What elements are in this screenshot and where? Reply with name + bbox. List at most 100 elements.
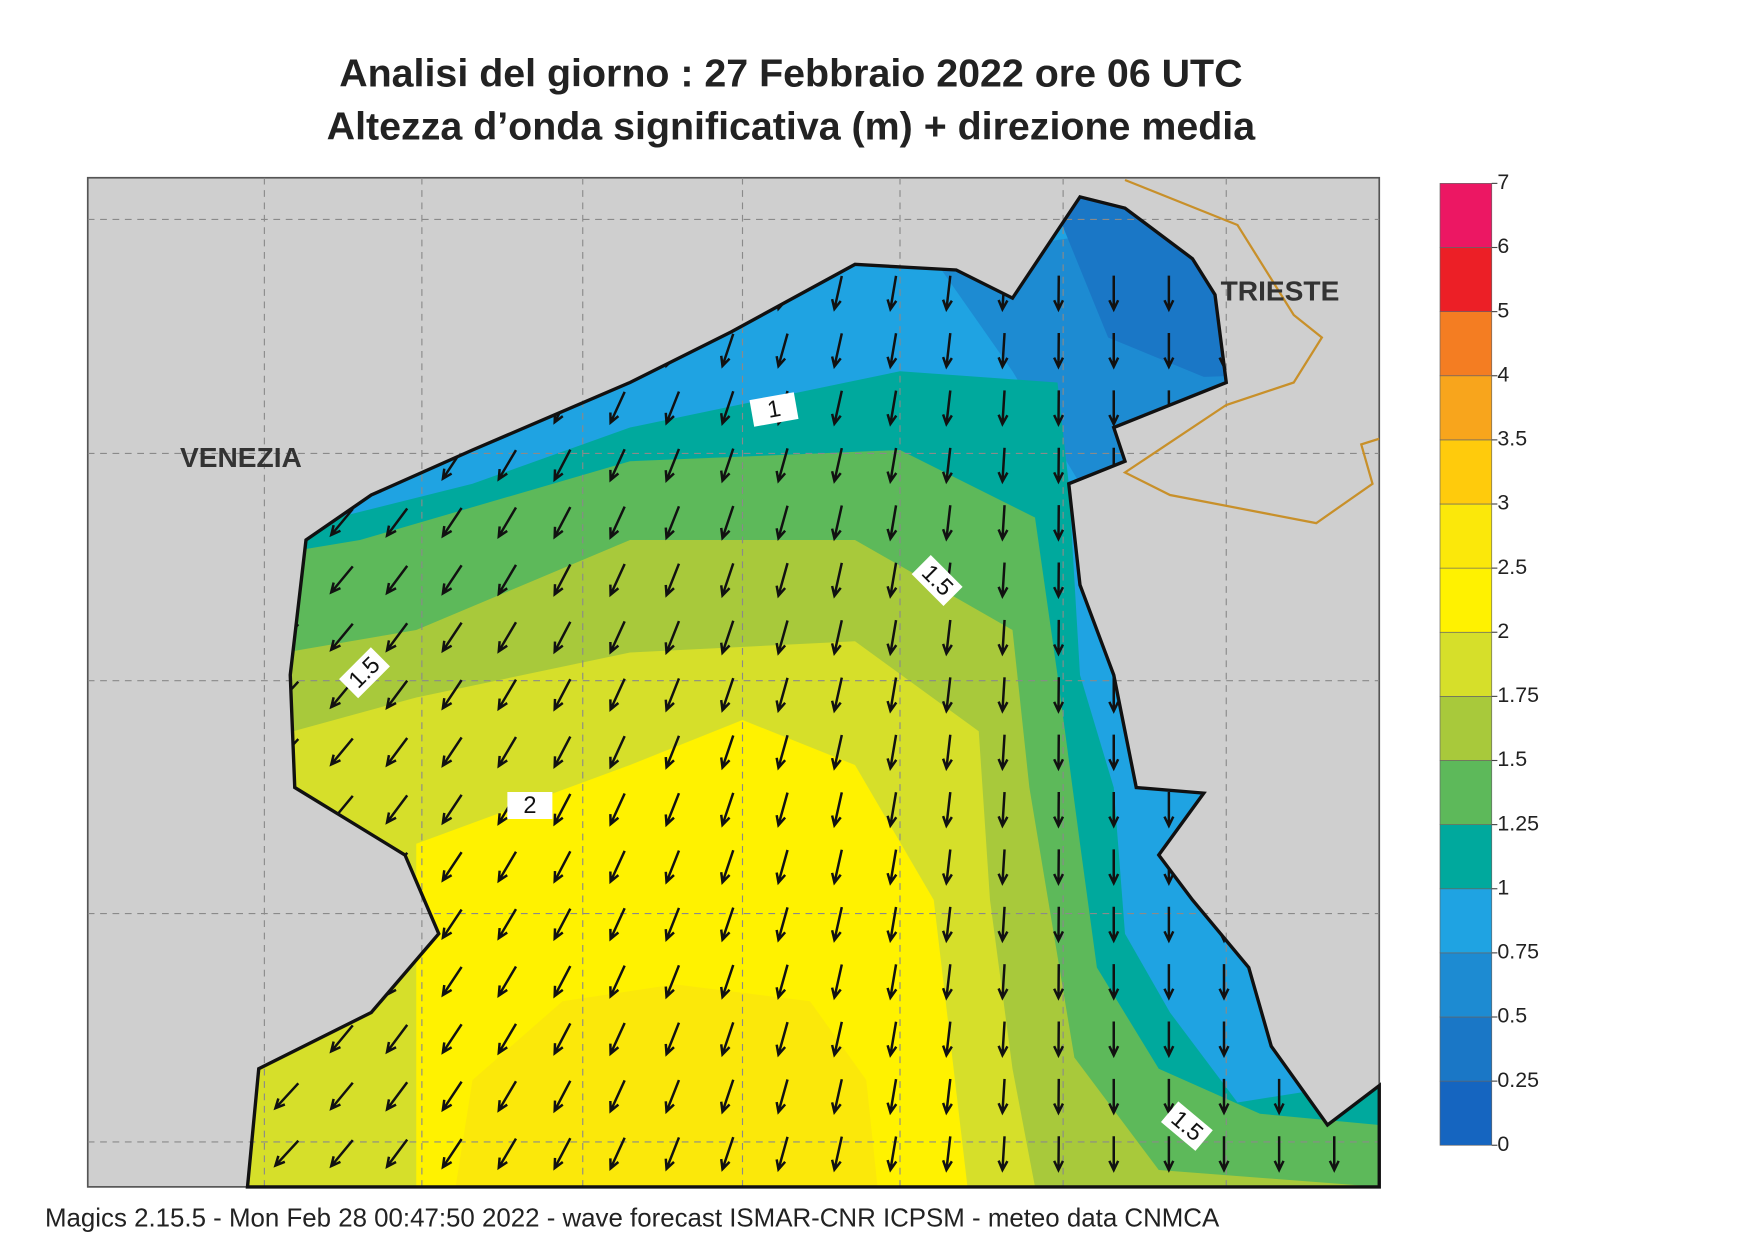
border [1122,178,1380,525]
arrow [775,1021,789,1058]
arrow [497,965,518,998]
colorbar-swatch [1439,760,1493,825]
arrow [1108,1021,1120,1059]
arrow [609,850,626,885]
arrow [664,505,681,541]
arrow [1053,332,1065,370]
arrow [886,505,898,542]
arrow [941,1136,953,1173]
arrow [497,1080,518,1113]
arrow [553,563,572,597]
arrow [664,620,681,656]
arrow [775,505,789,541]
arrow [1053,619,1065,657]
arrow [664,1136,681,1172]
arrow [497,1023,518,1056]
arrow [997,1021,1009,1059]
arrow [441,908,463,941]
arrow [1108,792,1120,829]
arrow [997,1136,1009,1173]
arrow [441,736,463,768]
arrow [886,1021,898,1058]
arrow [385,794,409,825]
arrow [329,1139,354,1169]
colorbar-label: 1.5 [1497,747,1527,771]
arrow [719,792,735,828]
arrow [329,1081,354,1111]
arrow [997,791,1009,829]
arrow [1163,1136,1175,1173]
contour-value: 2 [523,793,536,819]
arrow [1053,562,1065,600]
arrow [830,849,844,886]
arrow [664,850,681,885]
arrow [1328,1136,1340,1173]
arrow [1053,906,1065,944]
colorbar-swatch [1439,567,1493,633]
arrow [664,677,681,713]
arrow [941,505,953,542]
arrow [1108,1078,1120,1116]
label-box [749,392,799,427]
arrow [1108,964,1120,1001]
arrow [1163,964,1175,1001]
arrow [1273,1078,1285,1116]
colorbar-label: 4 [1497,362,1509,386]
colorbar-label: 0.25 [1497,1068,1539,1092]
arrow [830,964,844,1001]
arrow [664,907,681,942]
arrow [1053,964,1065,1001]
arrow [830,677,844,714]
arrow [775,792,789,828]
arrow [886,906,898,944]
arrow [886,333,898,370]
colorbar-swatch [1439,696,1493,761]
arrow [385,1081,409,1112]
arrow [719,620,735,656]
arrow [997,390,1009,427]
arrow [609,391,626,426]
colorbar: 0 0.25 0.5 0.75 1 1.25 1.5 1.75 2 2.5 3 3.5 4 5 6 7 [1439,170,1539,1156]
arrow [609,793,626,827]
arrow [664,1022,681,1057]
arrow [1053,677,1065,714]
arrow [1108,333,1120,370]
arrow [664,448,681,483]
arrow [997,906,1009,944]
arrow [664,563,681,598]
arrow [497,908,518,941]
arrow [329,622,354,652]
arrow [830,1021,844,1058]
arrow [830,734,844,771]
arrow [553,735,572,769]
arrow [941,275,953,313]
arrow [385,622,409,653]
arrow [941,619,953,657]
arrow [441,1081,463,1113]
arrow [775,448,789,484]
arrow [886,275,898,312]
arrow [385,679,409,710]
arrow [553,965,572,999]
arrow [830,447,844,484]
arrow [941,332,953,370]
arrow [941,447,953,485]
arrow [553,449,572,483]
arrow [1218,1078,1230,1116]
arrow [719,964,735,1000]
arrow [609,1137,626,1172]
arrow [886,792,898,829]
arrow [609,620,626,655]
arrow [1163,906,1175,944]
arrow [497,564,518,597]
arrow [329,737,354,767]
arrow [1053,1021,1065,1059]
arrow [719,562,735,599]
colorbar-label: 2 [1497,619,1509,643]
title: Analisi del giorno : 27 Febbraio 2022 or… [339,52,1242,96]
colorbar-label: 7 [1497,170,1509,194]
arrow [1053,849,1065,886]
arrow [609,448,626,483]
arrow [719,849,735,885]
colorbar-label: 0.5 [1497,1004,1527,1028]
